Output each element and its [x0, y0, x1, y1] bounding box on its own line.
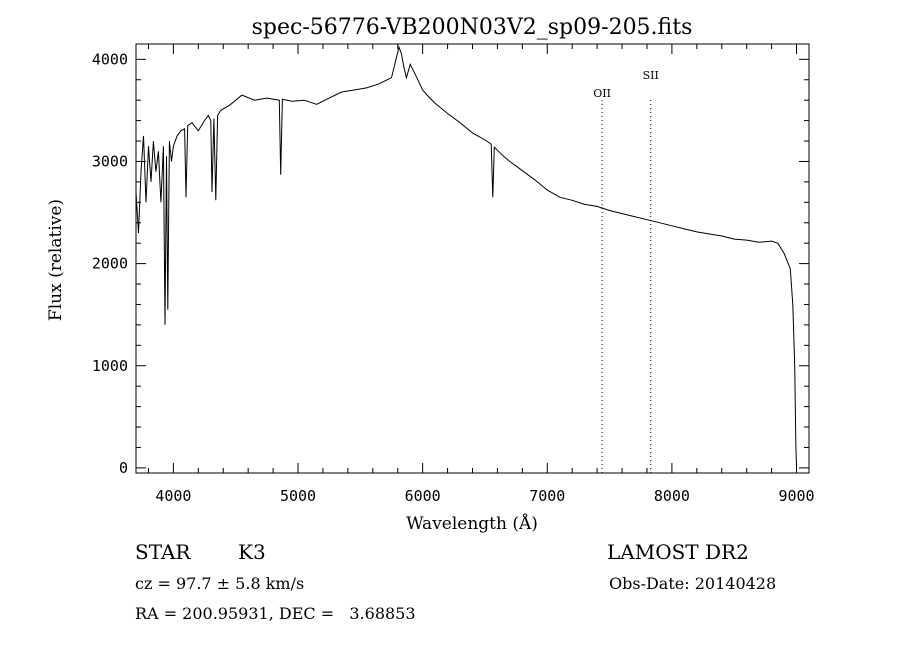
y-tick-label: 3000	[92, 152, 128, 170]
object-subclass: K3	[238, 540, 266, 564]
x-tick-label: 6000	[405, 487, 441, 505]
x-tick-label: 7000	[529, 487, 565, 505]
emission-line-markers: OII SII	[593, 69, 659, 473]
plot-frame	[135, 43, 810, 474]
y-tick-label: 1000	[92, 357, 128, 375]
x-tick-label: 9000	[778, 487, 814, 505]
x-tick-label: 4000	[155, 487, 191, 505]
x-axis: 4000 5000 6000 7000 8000 9000	[147, 44, 815, 505]
x-tick-label: 5000	[280, 487, 316, 505]
x-axis-label: Wavelength (Å)	[406, 513, 538, 534]
y-tick-label: 0	[119, 459, 128, 477]
emission-line-label: OII	[593, 87, 611, 100]
redshift-cz: cz = 97.7 ± 5.8 km/s	[135, 574, 305, 593]
object-class: STAR	[135, 540, 191, 564]
ra-dec-coordinates: RA = 200.95931, DEC = 3.68853	[135, 604, 416, 623]
y-tick-label: 2000	[92, 255, 128, 273]
spectrum-series-line	[135, 45, 797, 467]
observation-date: Obs-Date: 20140428	[609, 574, 777, 593]
y-axis-label: Flux (relative)	[46, 199, 66, 321]
y-axis: 0 1000 2000 3000 4000	[92, 50, 809, 477]
chart-title: spec-56776-VB200N03V2_sp09-205.fits	[252, 15, 693, 40]
x-tick-label: 8000	[654, 487, 690, 505]
survey-name: LAMOST DR2	[607, 540, 749, 564]
emission-line-label: SII	[643, 69, 659, 82]
y-tick-label: 4000	[92, 50, 128, 68]
